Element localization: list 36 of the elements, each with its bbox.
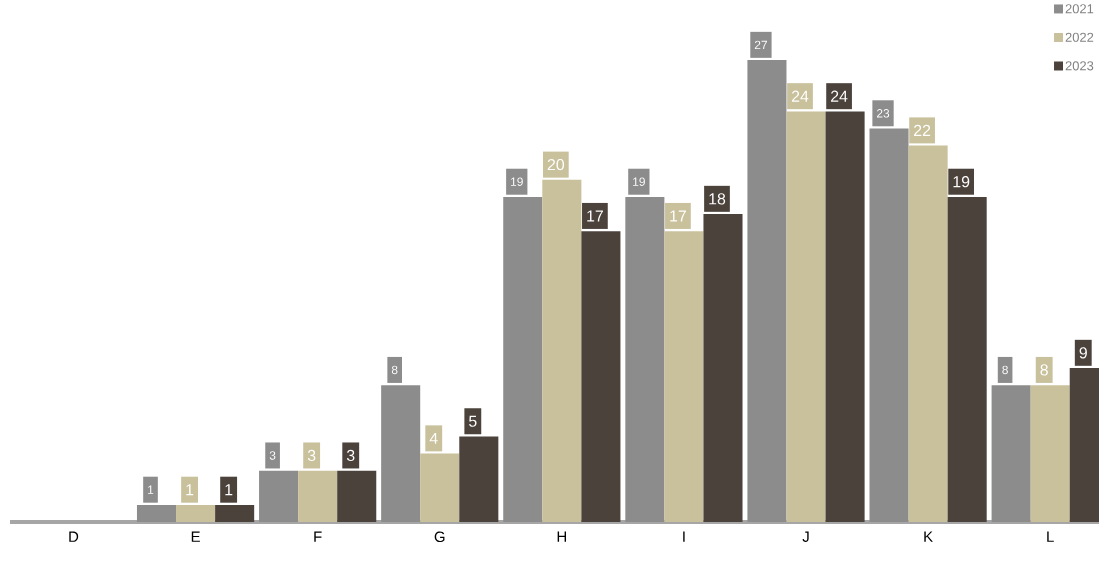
data-label: 1 xyxy=(186,484,194,496)
x-tick-label: K xyxy=(924,531,933,542)
data-label: 27 xyxy=(754,40,767,50)
x-tick-label: I xyxy=(683,531,685,542)
data-label: 17 xyxy=(670,210,686,222)
data-label: 19 xyxy=(633,177,645,186)
data-label: 1 xyxy=(225,484,233,496)
data-label: 17 xyxy=(587,210,603,222)
data-label: 3 xyxy=(269,451,276,460)
data-label: 5 xyxy=(469,415,477,427)
data-label: 8 xyxy=(1002,365,1008,375)
data-label: 23 xyxy=(876,109,890,118)
data-label: 22 xyxy=(914,124,931,136)
data-label: 4 xyxy=(429,432,438,444)
x-tick-label: L xyxy=(1047,531,1054,542)
data-label: 1 xyxy=(148,485,154,494)
data-label: 3 xyxy=(346,449,355,462)
data-label: 20 xyxy=(547,158,565,171)
data-label: 19 xyxy=(953,176,970,188)
x-tick-label: G xyxy=(434,531,445,543)
data-label: 3 xyxy=(307,449,316,462)
legend-label: 2022 xyxy=(1065,32,1094,42)
data-label: 8 xyxy=(391,365,398,375)
data-label: 18 xyxy=(709,193,726,205)
x-tick-label: H xyxy=(557,531,566,542)
x-tick-label: D xyxy=(69,531,79,542)
x-tick-label: E xyxy=(191,531,200,542)
legend-label: 2021 xyxy=(1065,4,1094,14)
legend-label: 2023 xyxy=(1065,61,1094,71)
data-label: 24 xyxy=(791,90,809,102)
x-tick-label: J xyxy=(802,531,809,542)
data-label: 9 xyxy=(1079,347,1087,359)
data-label: 24 xyxy=(831,90,848,102)
data-label: 8 xyxy=(1040,364,1048,376)
data-label: 19 xyxy=(511,177,523,186)
x-tick-label: F xyxy=(314,531,322,542)
